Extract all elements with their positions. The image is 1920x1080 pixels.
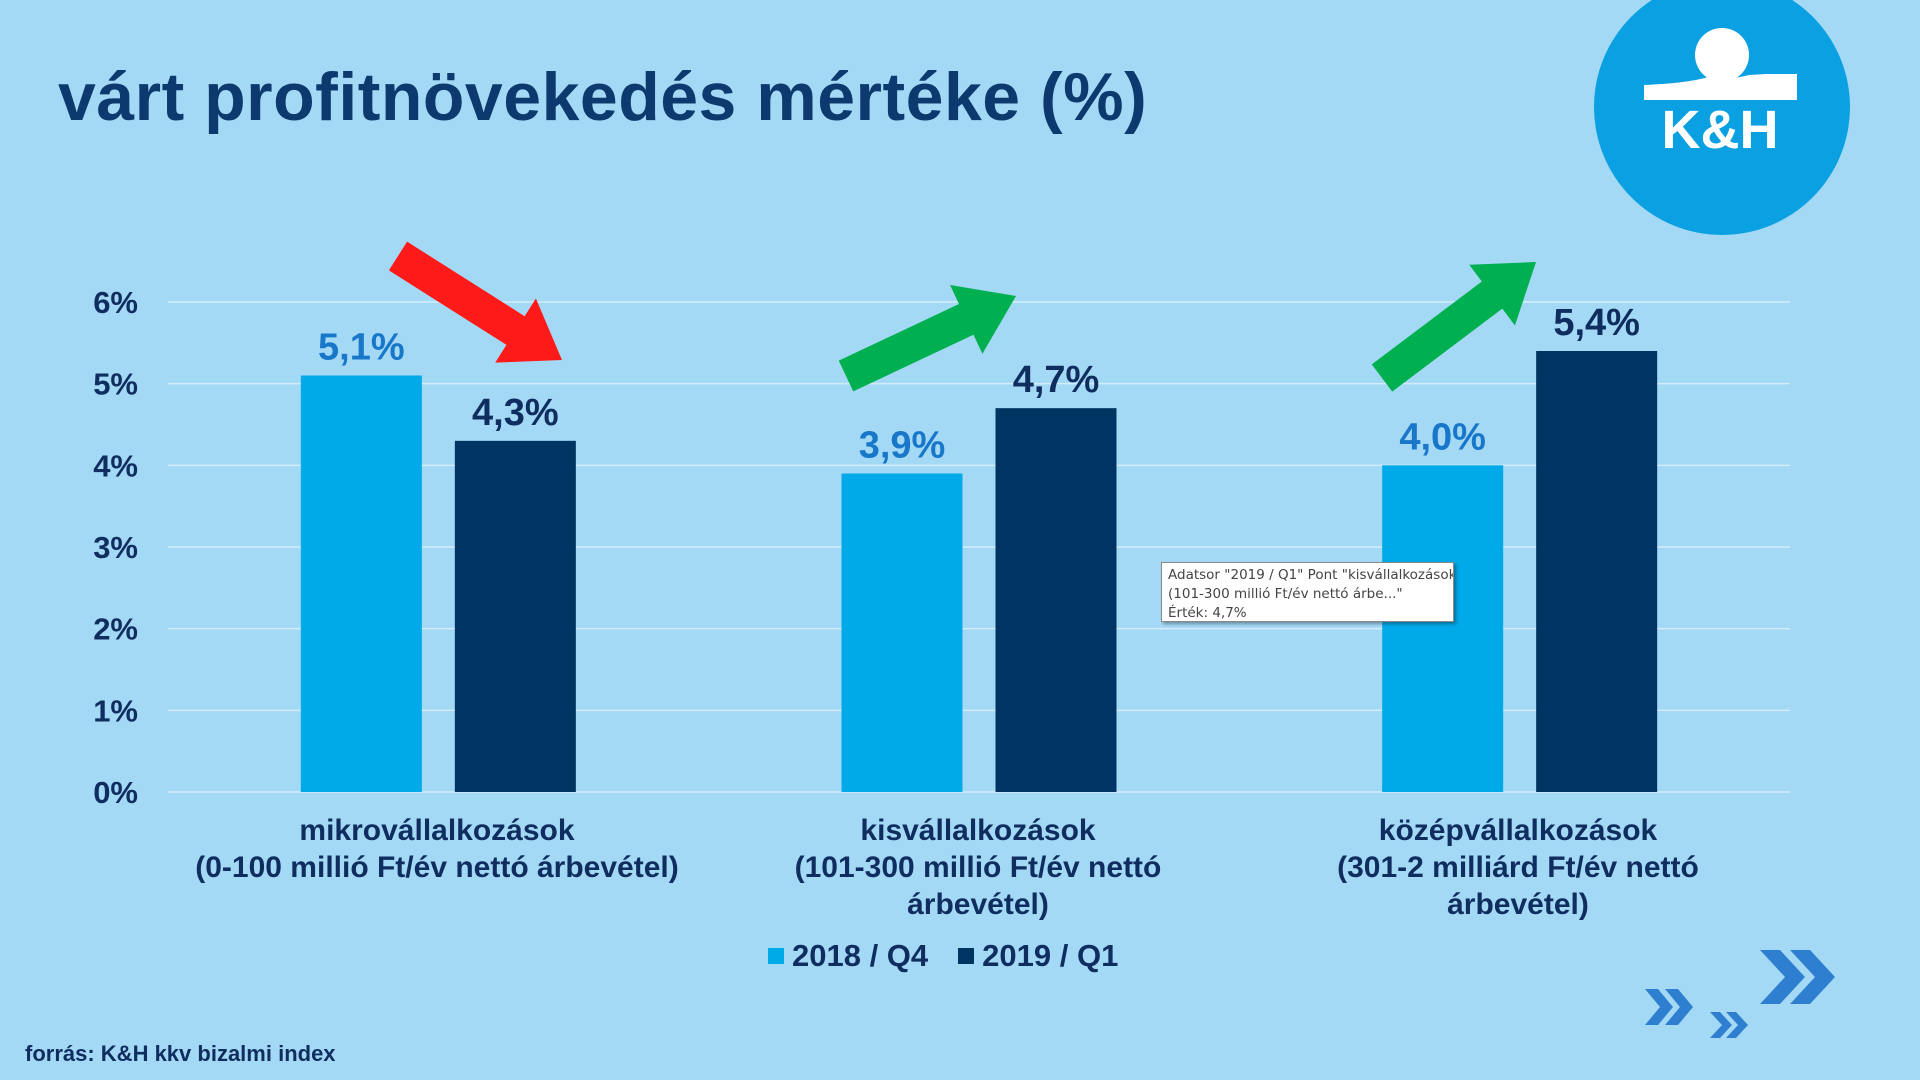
logo-text: K&H — [1662, 100, 1779, 160]
bar-2018-Q4-0[interactable] — [300, 375, 422, 793]
bar-2019-Q1-1[interactable] — [995, 408, 1117, 792]
y-tick-label: 3% — [93, 530, 138, 565]
legend-swatch — [768, 948, 784, 964]
category-line: (101-300 millió Ft/év nettó — [794, 851, 1162, 884]
bar-2018-Q4-2[interactable] — [1382, 465, 1504, 792]
data-label: 4,3% — [472, 392, 559, 434]
bar-2018-Q4-1[interactable] — [841, 473, 963, 793]
y-tick-label: 5% — [93, 367, 138, 402]
tooltip-line: Adatsor "2019 / Q1" Pont "kisvállalkozás… — [1168, 567, 1454, 583]
legend-label: 2018 / Q4 — [792, 938, 929, 973]
category-line: árbevétel) — [907, 888, 1049, 921]
data-label: 3,9% — [859, 425, 946, 467]
legend-item-2018-q4[interactable]: 2018 / Q4 — [768, 938, 928, 974]
chart-tooltip: Adatsor "2019 / Q1" Pont "kisvállalkozás… — [1161, 562, 1454, 622]
y-tick-label: 0% — [93, 775, 138, 810]
chevrons-decoration-icon — [1645, 950, 1835, 1038]
bar-2019-Q1-2[interactable] — [1536, 351, 1658, 792]
data-label: 4,7% — [1013, 359, 1100, 401]
legend-item-2019-q1[interactable]: 2019 / Q1 — [958, 938, 1118, 974]
y-tick-label: 2% — [93, 612, 138, 647]
category-line: kisvállalkozások — [860, 814, 1096, 847]
category-label-micro: mikrovállalkozások (0-100 millió Ft/év n… — [157, 812, 717, 886]
up-arrow-icon — [1371, 262, 1536, 392]
down-arrow-icon — [388, 241, 562, 363]
category-line: (301-2 milliárd Ft/év nettó — [1337, 851, 1699, 884]
data-label: 5,4% — [1553, 302, 1640, 344]
category-label-small: kisvállalkozások (101-300 millió Ft/év n… — [698, 812, 1258, 923]
legend-label: 2019 / Q1 — [982, 938, 1119, 973]
category-line: mikrovállalkozások — [299, 814, 575, 847]
source-note: forrás: K&H kkv bizalmi index — [25, 1041, 336, 1066]
bar-2019-Q1-0[interactable] — [454, 440, 576, 792]
up-arrow-icon — [838, 285, 1016, 392]
tooltip-line: Érték: 4,7% — [1168, 605, 1247, 621]
page-title: várt profitnövekedés mértéke (%) — [58, 59, 1148, 135]
data-label: 5,1% — [318, 327, 405, 369]
category-label-medium: középvállalkozások (301-2 milliárd Ft/év… — [1238, 812, 1798, 923]
y-tick-label: 4% — [93, 448, 138, 483]
y-tick-label: 6% — [93, 285, 138, 320]
kh-logo: K&H — [1594, 0, 1850, 235]
chart-legend: 2018 / Q4 2019 / Q1 — [768, 938, 1118, 974]
category-line: középvállalkozások — [1378, 814, 1658, 847]
category-line: (0-100 millió Ft/év nettó árbevétel) — [195, 851, 679, 884]
legend-swatch — [958, 948, 975, 964]
data-label: 4,0% — [1399, 416, 1486, 458]
y-tick-label: 1% — [93, 693, 138, 728]
tooltip-line: (101-300 millió Ft/év nettó árbe..." — [1168, 586, 1403, 602]
category-line: árbevétel) — [1447, 888, 1589, 921]
